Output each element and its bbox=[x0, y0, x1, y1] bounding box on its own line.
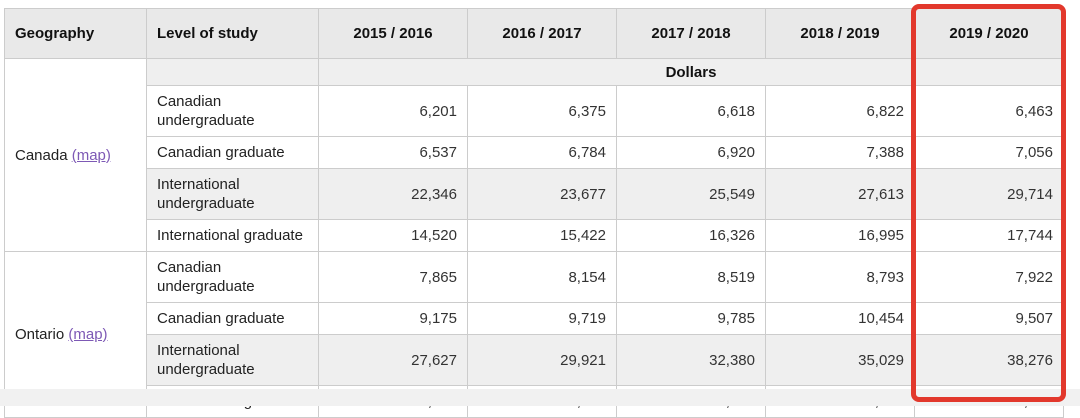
units-label-cell: Dollars bbox=[318, 58, 1064, 86]
table-header-row: Geography Level of study 2015 / 2016 2016 /… bbox=[4, 8, 1064, 59]
value-cell: 7,056 bbox=[914, 136, 1064, 169]
level-of-study-cell: Canadian undergraduate bbox=[146, 251, 319, 303]
value-cell: 6,822 bbox=[765, 85, 915, 137]
geography-cell-canada: Canada (map) bbox=[4, 58, 147, 252]
column-header-2015-2016: 2015 / 2016 bbox=[318, 8, 468, 59]
column-header-2017-2018: 2017 / 2018 bbox=[616, 8, 766, 59]
level-of-study-cell: International undergraduate bbox=[146, 334, 319, 386]
value-cell: 17,744 bbox=[914, 219, 1064, 252]
value-cell: 9,785 bbox=[616, 302, 766, 335]
value-cell: 9,507 bbox=[914, 302, 1064, 335]
geography-label: Ontario bbox=[15, 326, 65, 343]
value-cell: 9,719 bbox=[467, 302, 617, 335]
value-cell: 38,276 bbox=[914, 334, 1064, 386]
value-cell: 27,627 bbox=[318, 334, 468, 386]
value-cell: 8,154 bbox=[467, 251, 617, 303]
value-cell: 8,519 bbox=[616, 251, 766, 303]
column-header-2019-2020: 2019 / 2020 bbox=[914, 8, 1064, 59]
value-cell: 6,463 bbox=[914, 85, 1064, 137]
value-cell: 9,175 bbox=[318, 302, 468, 335]
value-cell: 35,029 bbox=[765, 334, 915, 386]
table-row: Ontario (map) Canadian undergraduate 7,865… bbox=[4, 251, 1064, 418]
value-cell: 29,714 bbox=[914, 168, 1064, 220]
table-row: Canadian undergraduate 6,201 6,375 6,618 6,8… bbox=[5, 85, 1064, 137]
page: Geography Level of study 2015 / 2016 2016 /… bbox=[0, 4, 1080, 418]
units-row: Canada (map) Dollars bbox=[4, 58, 1064, 252]
value-cell: 14,520 bbox=[318, 219, 468, 252]
value-cell: 6,784 bbox=[467, 136, 617, 169]
value-cell: 6,375 bbox=[467, 85, 617, 137]
table-row: Canadian graduate 6,537 6,784 6,920 7,388 7,0… bbox=[5, 136, 1064, 169]
value-cell: 6,537 bbox=[318, 136, 468, 169]
value-cell: 16,995 bbox=[765, 219, 915, 252]
level-of-study-cell: Canadian undergraduate bbox=[146, 85, 319, 137]
value-cell: 10,454 bbox=[765, 302, 915, 335]
value-cell: 8,793 bbox=[765, 251, 915, 303]
value-cell: 7,865 bbox=[318, 251, 468, 303]
value-cell: 27,613 bbox=[765, 168, 915, 220]
geography-label: Canada bbox=[15, 146, 68, 164]
tuition-fees-table: Geography Level of study 2015 / 2016 2016 /… bbox=[4, 8, 1064, 418]
level-of-study-cell: Canadian graduate bbox=[146, 136, 319, 169]
value-cell: 23,677 bbox=[467, 168, 617, 220]
level-of-study-cell: Canadian graduate bbox=[146, 302, 319, 335]
value-cell: 6,201 bbox=[318, 85, 468, 137]
value-cell: 6,618 bbox=[616, 85, 766, 137]
value-cell: 15,422 bbox=[467, 219, 617, 252]
value-cell: 6,920 bbox=[616, 136, 766, 169]
table-row: International undergraduate 22,346 23,677 2… bbox=[5, 168, 1064, 220]
units-empty-cell bbox=[146, 58, 319, 86]
table-row: International graduate 14,520 15,422 16,326… bbox=[5, 219, 1064, 252]
value-cell: 29,921 bbox=[467, 334, 617, 386]
value-cell: 7,922 bbox=[914, 251, 1064, 303]
level-of-study-cell: International undergraduate bbox=[146, 168, 319, 220]
level-of-study-cell: International graduate bbox=[146, 219, 319, 252]
value-cell: 7,388 bbox=[765, 136, 915, 169]
column-header-level-of-study: Level of study bbox=[146, 8, 319, 59]
value-cell: 32,380 bbox=[616, 334, 766, 386]
value-cell: 16,326 bbox=[616, 219, 766, 252]
table-row: Canadian graduate 9,175 9,719 9,785 10,454 9,… bbox=[5, 302, 1064, 335]
column-header-2018-2019: 2018 / 2019 bbox=[765, 8, 915, 59]
column-header-2016-2017: 2016 / 2017 bbox=[467, 8, 617, 59]
column-header-geography: Geography bbox=[4, 8, 147, 59]
bottom-strip bbox=[0, 389, 1080, 406]
value-cell: 22,346 bbox=[318, 168, 468, 220]
map-link[interactable]: (map) bbox=[71, 146, 111, 164]
table-row: International undergraduate 27,627 29,921 3… bbox=[5, 334, 1064, 386]
value-cell: 25,549 bbox=[616, 168, 766, 220]
map-link[interactable]: (map) bbox=[68, 326, 108, 343]
